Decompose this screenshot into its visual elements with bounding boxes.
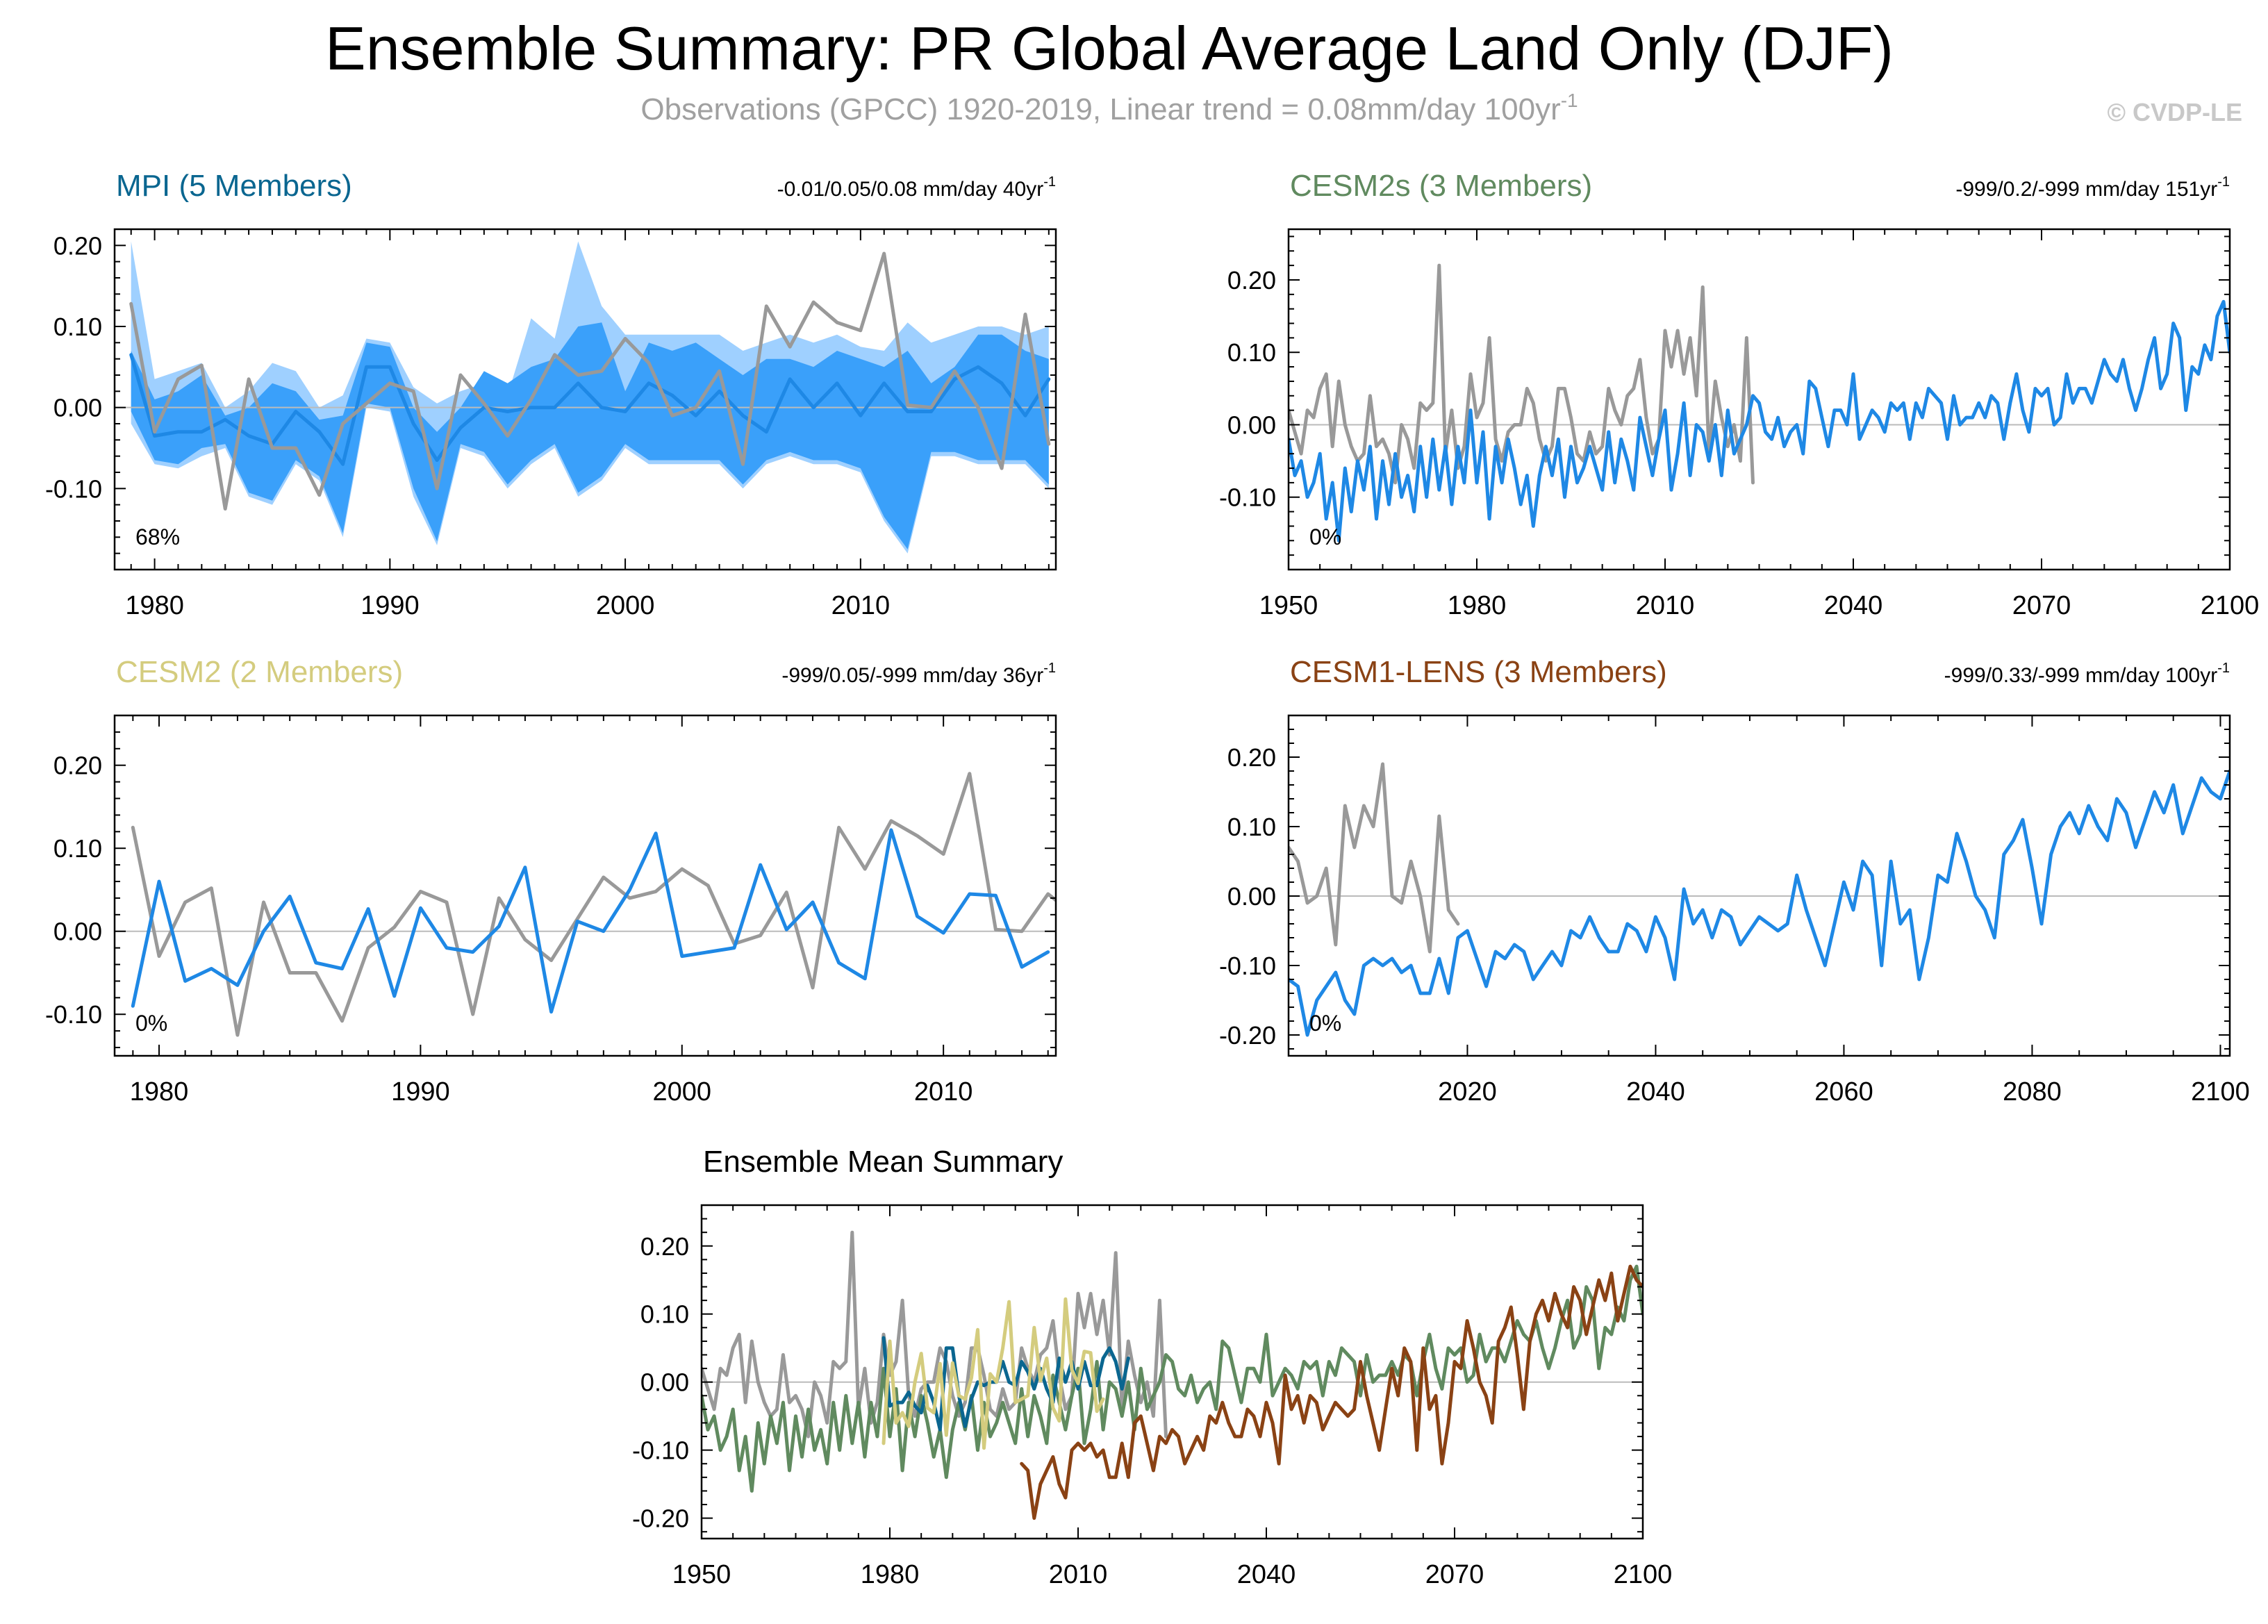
x-tick-label: 1980	[130, 1077, 189, 1107]
plot-frame	[113, 714, 1057, 1057]
panel-title: MPI (5 Members)	[116, 169, 352, 203]
y-tick-label: 0.20	[1227, 266, 1276, 295]
x-tick-label: 2010	[831, 591, 891, 620]
figure-title: Ensemble Summary: PR Global Average Land…	[325, 14, 1894, 83]
series-ensemble-mean	[131, 828, 1050, 1014]
x-tick-label: 2010	[914, 1077, 973, 1107]
x-tick-label: 2040	[1824, 591, 1883, 620]
x-tick-label: 2100	[2201, 591, 2260, 620]
y-tick-label: 0.10	[640, 1300, 689, 1329]
x-tick-label: 2040	[1237, 1560, 1296, 1589]
spread-band-inner	[131, 322, 1049, 549]
copyright-label: © CVDP-LE	[2107, 98, 2242, 126]
panel-cesm2: -0.10 0.00 0.10 0.20 1980 1990 2000 2010 CESM2 (…	[45, 655, 1057, 1107]
x-tick-label: 2080	[2003, 1077, 2062, 1107]
panel-mpi: -0.10 0.00 0.10 0.20 1980 1990 2000 2010 MPI (5 …	[45, 169, 1057, 620]
x-tick-label: 1990	[361, 591, 420, 620]
plot-area	[115, 772, 1056, 1037]
y-tick-label: 0.00	[53, 394, 102, 422]
series-cesm2-2-members	[881, 1297, 1105, 1450]
series-observations	[131, 772, 1056, 1037]
plot-area	[115, 241, 1056, 554]
x-tick-label: 2100	[1614, 1560, 1673, 1589]
x-tick-label: 2100	[2191, 1077, 2250, 1107]
y-tick-label: 0.10	[1227, 338, 1276, 367]
x-tick-label: 1950	[1259, 591, 1318, 620]
x-tick-label: 2010	[1049, 1560, 1108, 1589]
series-mpi-5-members	[881, 1336, 1130, 1432]
series-ensemble-mean	[129, 353, 1051, 466]
panel-title: CESM2 (2 Members)	[116, 655, 403, 689]
y-tick-label: -0.10	[1219, 952, 1276, 980]
plot-area	[702, 1230, 1643, 1521]
x-tick-label: 1980	[125, 591, 184, 620]
panel-title: CESM2s (3 Members)	[1290, 169, 1592, 203]
y-tick-label: 0.10	[53, 834, 102, 863]
trend-sup: -1	[1043, 661, 1056, 676]
y-tick-label: 0.20	[53, 231, 102, 260]
series-cesm1-lens-3-members	[1020, 1264, 1643, 1521]
panel-ensemble-mean-summary: -0.20 -0.10 0.00 0.10 0.20 1950 1980 2010 2040 20…	[632, 1145, 1672, 1589]
trend-label: -999/0.33/-999 mm/day 100yr-1	[1944, 661, 2230, 687]
y-tick-label: 0.20	[1227, 743, 1276, 772]
plot-area	[1289, 263, 2230, 542]
series-ensemble-mean	[1289, 299, 2230, 542]
x-tick-label: 1990	[391, 1077, 450, 1107]
series-cesm2s-3-members	[702, 1264, 1643, 1493]
x-tick-label: 1980	[861, 1560, 920, 1589]
y-tick-label: 0.10	[53, 313, 102, 341]
trend-value: -999/0.2/-999 mm/day 151yr	[1955, 178, 2217, 201]
trend-value: -0.01/0.05/0.08 mm/day 40yr	[777, 178, 1044, 201]
trend-sup: -1	[1043, 174, 1056, 190]
y-tick-label: 0.10	[1227, 813, 1276, 841]
y-tick-label: 0.20	[640, 1232, 689, 1261]
x-tick-label: 2000	[652, 1077, 711, 1107]
plot-frame	[113, 228, 1057, 571]
plot-frame	[1287, 714, 2231, 1057]
percent-label: 0%	[135, 1011, 167, 1036]
x-tick-label: 2040	[1626, 1077, 1685, 1107]
x-tick-label: 2070	[1425, 1560, 1484, 1589]
y-tick-label: 0.20	[53, 752, 102, 780]
y-tick-label: 0.00	[1227, 882, 1276, 911]
y-tick-label: -0.20	[1219, 1021, 1276, 1050]
trend-sup: -1	[2217, 661, 2230, 676]
panel-title: Ensemble Mean Summary	[703, 1145, 1063, 1179]
y-tick-label: 0.00	[53, 918, 102, 946]
y-tick-label: -0.20	[632, 1505, 689, 1533]
x-tick-label: 2070	[2012, 591, 2071, 620]
panel-cesm1-lens: -0.20 -0.10 0.00 0.10 0.20 2020 2040 2060 2080 21…	[1219, 655, 2250, 1107]
x-tick-label: 2010	[1636, 591, 1695, 620]
x-tick-label: 2060	[1814, 1077, 1873, 1107]
trend-value: -999/0.33/-999 mm/day 100yr	[1944, 664, 2218, 687]
trend-label: -999/0.05/-999 mm/day 36yr-1	[781, 661, 1056, 687]
figure-subtitle: Observations (GPCC) 1920-2019, Linear tr…	[640, 90, 1578, 126]
percent-label: 0%	[1309, 1011, 1341, 1036]
y-tick-label: -0.10	[1219, 483, 1276, 512]
series-ensemble-mean	[1289, 769, 2230, 1037]
series-observations	[1289, 263, 1755, 485]
series-observations	[1289, 762, 1460, 954]
trend-label: -0.01/0.05/0.08 mm/day 40yr-1	[777, 174, 1056, 201]
y-tick-label: 0.00	[640, 1368, 689, 1397]
plot-area	[1289, 762, 2230, 1037]
x-tick-label: 2000	[596, 591, 655, 620]
percent-label: 68%	[135, 524, 180, 549]
trend-value: -999/0.05/-999 mm/day 36yr	[781, 664, 1043, 687]
panel-cesm2s: -0.10 0.00 0.10 0.20 1950 1980 2010 2040 2070 210…	[1219, 169, 2259, 620]
panel-title: CESM1-LENS (3 Members)	[1290, 655, 1667, 689]
x-tick-label: 1980	[1448, 591, 1507, 620]
y-tick-label: 0.00	[1227, 411, 1276, 439]
trend-label: -999/0.2/-999 mm/day 151yr-1	[1955, 174, 2230, 201]
y-tick-label: -0.10	[45, 1000, 102, 1029]
x-tick-label: 1950	[672, 1560, 731, 1589]
trend-sup: -1	[2217, 174, 2230, 190]
y-tick-label: -0.10	[632, 1436, 689, 1465]
series-observations	[702, 1230, 1168, 1439]
percent-label: 0%	[1309, 524, 1341, 549]
y-tick-label: -0.10	[45, 474, 102, 503]
series-observations	[129, 251, 1051, 511]
x-tick-label: 2020	[1438, 1077, 1497, 1107]
